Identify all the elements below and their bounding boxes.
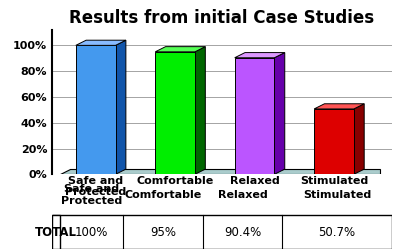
Text: Comfortable: Comfortable [124, 190, 202, 200]
Text: 50.7%: 50.7% [319, 226, 356, 239]
Polygon shape [76, 40, 126, 45]
Text: TOTAL: TOTAL [35, 226, 77, 239]
Polygon shape [354, 104, 364, 174]
Polygon shape [76, 45, 116, 174]
Polygon shape [274, 53, 285, 174]
Polygon shape [60, 169, 380, 174]
Polygon shape [195, 47, 205, 174]
Polygon shape [116, 40, 126, 174]
Polygon shape [314, 104, 364, 109]
Polygon shape [235, 58, 274, 174]
Text: 100%: 100% [75, 226, 108, 239]
Polygon shape [155, 47, 205, 52]
Text: Safe and
Protected: Safe and Protected [61, 184, 122, 206]
Title: Results from initial Case Studies: Results from initial Case Studies [70, 9, 374, 27]
Polygon shape [314, 109, 354, 174]
Text: Stimulated: Stimulated [303, 190, 371, 200]
FancyBboxPatch shape [52, 215, 392, 249]
Text: 90.4%: 90.4% [224, 226, 261, 239]
Text: Relaxed: Relaxed [218, 190, 268, 200]
Polygon shape [235, 53, 285, 58]
Polygon shape [155, 52, 195, 174]
FancyBboxPatch shape [52, 215, 60, 249]
Text: 95%: 95% [150, 226, 176, 239]
